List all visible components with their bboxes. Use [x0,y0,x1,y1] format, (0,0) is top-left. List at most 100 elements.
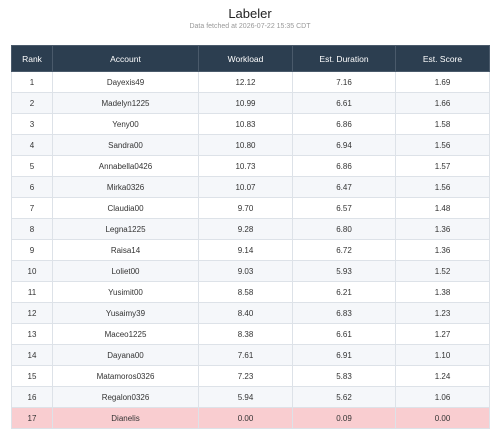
table-cell: 1.06 [395,386,490,408]
table-cell: 1.24 [395,365,490,387]
table-row: 7 Claudia00 9.70 6.57 1.48 [11,197,490,219]
table-row: 14 Dayana00 7.61 6.91 1.10 [11,344,490,366]
table-cell: 1.36 [395,218,490,240]
table-cell: 6 [11,176,53,198]
table-cell: 0.00 [395,407,490,429]
table-cell: Matamoros0326 [52,365,199,387]
table-cell: 6.94 [292,134,396,156]
table-row: 13 Maceo1225 8.38 6.61 1.27 [11,323,490,345]
table-cell: 1.57 [395,155,490,177]
table-cell: 10.80 [198,134,293,156]
table-cell: 13 [11,323,53,345]
table-cell: 8.40 [198,302,293,324]
table-body: 1 Dayexis49 12.12 7.16 1.69 2 Madelyn1225 10.99… [11,71,490,429]
data-table: Rank Account Workload Est. Duration Est. Sco… [11,45,490,429]
table-cell: 1.27 [395,323,490,345]
table-cell: Yusimit00 [52,281,199,303]
table-cell: 10.83 [198,113,293,135]
table-cell: 7.23 [198,365,293,387]
table-row: 8 Legna1225 9.28 6.80 1.36 [11,218,490,240]
table-row: 5 Annabella0426 10.73 6.86 1.57 [11,155,490,177]
table-cell: 17 [11,407,53,429]
table-cell: Yeny00 [52,113,199,135]
table-cell: 1.69 [395,71,490,93]
table-cell: 9.28 [198,218,293,240]
table-cell: 6.86 [292,155,396,177]
table-cell: Loliet00 [52,260,199,282]
table-cell: 1.56 [395,176,490,198]
table-row: 2 Madelyn1225 10.99 6.61 1.66 [11,92,490,114]
table-cell: Madelyn1225 [52,92,199,114]
table-cell: 11 [11,281,53,303]
table-cell: 1.52 [395,260,490,282]
table-cell: Mirka0326 [52,176,199,198]
table-cell: Annabella0426 [52,155,199,177]
column-header: Account [52,45,199,72]
table-cell: 0.09 [292,407,396,429]
table-cell: 16 [11,386,53,408]
column-header: Est. Score [395,45,490,72]
table-cell: Dayexis49 [52,71,199,93]
table-cell: Regalon0326 [52,386,199,408]
table-row: 16 Regalon0326 5.94 5.62 1.06 [11,386,490,408]
table-cell: 7 [11,197,53,219]
table-row: 6 Mirka0326 10.07 6.47 1.56 [11,176,490,198]
table-cell: 2 [11,92,53,114]
column-header: Est. Duration [292,45,396,72]
table-cell: 3 [11,113,53,135]
table-row: 4 Sandra00 10.80 6.94 1.56 [11,134,490,156]
table-cell: 6.80 [292,218,396,240]
table-cell: 5.62 [292,386,396,408]
table-row: 12 Yusaimy39 8.40 6.83 1.23 [11,302,490,324]
table-cell: 9.70 [198,197,293,219]
table-cell: 5.83 [292,365,396,387]
table-cell: 1.58 [395,113,490,135]
table-cell: 5.94 [198,386,293,408]
table-cell: 7.61 [198,344,293,366]
column-header: Workload [198,45,293,72]
page-subtitle: Data fetched at 2026-07-22 15:35 CDT [189,23,311,30]
table-cell: Sandra00 [52,134,199,156]
table-cell: 15 [11,365,53,387]
table-cell: 6.57 [292,197,396,219]
table-row: 15 Matamoros0326 7.23 5.83 1.24 [11,365,490,387]
table-cell: 1.48 [395,197,490,219]
table-cell: Dianelis [52,407,199,429]
table-cell: 1.10 [395,344,490,366]
table-cell: 7.16 [292,71,396,93]
table-cell: 6.91 [292,344,396,366]
table-cell: Dayana00 [52,344,199,366]
table-cell: Legna1225 [52,218,199,240]
table-cell: 5.93 [292,260,396,282]
page-title: Labeler [228,6,272,21]
table-cell: 10.73 [198,155,293,177]
table-head: Rank Account Workload Est. Duration Est. Sco… [11,45,490,72]
table-cell: 10.07 [198,176,293,198]
table-row: 10 Loliet00 9.03 5.93 1.52 [11,260,490,282]
table-cell: 6.83 [292,302,396,324]
table-cell: 12.12 [198,71,293,93]
table-row: 9 Raisa14 9.14 6.72 1.36 [11,239,490,261]
header-row: Rank Account Workload Est. Duration Est. Sco… [11,45,490,72]
table-cell: 8.38 [198,323,293,345]
table-cell: 6.21 [292,281,396,303]
table-cell: 9.14 [198,239,293,261]
table-cell: 6.86 [292,113,396,135]
table-row: 1 Dayexis49 12.12 7.16 1.69 [11,71,490,93]
table-cell: 9 [11,239,53,261]
table-cell: Yusaimy39 [52,302,199,324]
table-cell: 6.47 [292,176,396,198]
column-header: Rank [11,45,53,72]
table-cell: Raisa14 [52,239,199,261]
table-cell: 5 [11,155,53,177]
table-cell: 10.99 [198,92,293,114]
table-row: 17 Dianelis 0.00 0.09 0.00 [11,407,490,429]
table-row: 3 Yeny00 10.83 6.86 1.58 [11,113,490,135]
table-cell: 1.38 [395,281,490,303]
table-cell: 9.03 [198,260,293,282]
table-cell: 1.23 [395,302,490,324]
table-cell: 1.36 [395,239,490,261]
table-cell: 4 [11,134,53,156]
table-cell: Claudia00 [52,197,199,219]
